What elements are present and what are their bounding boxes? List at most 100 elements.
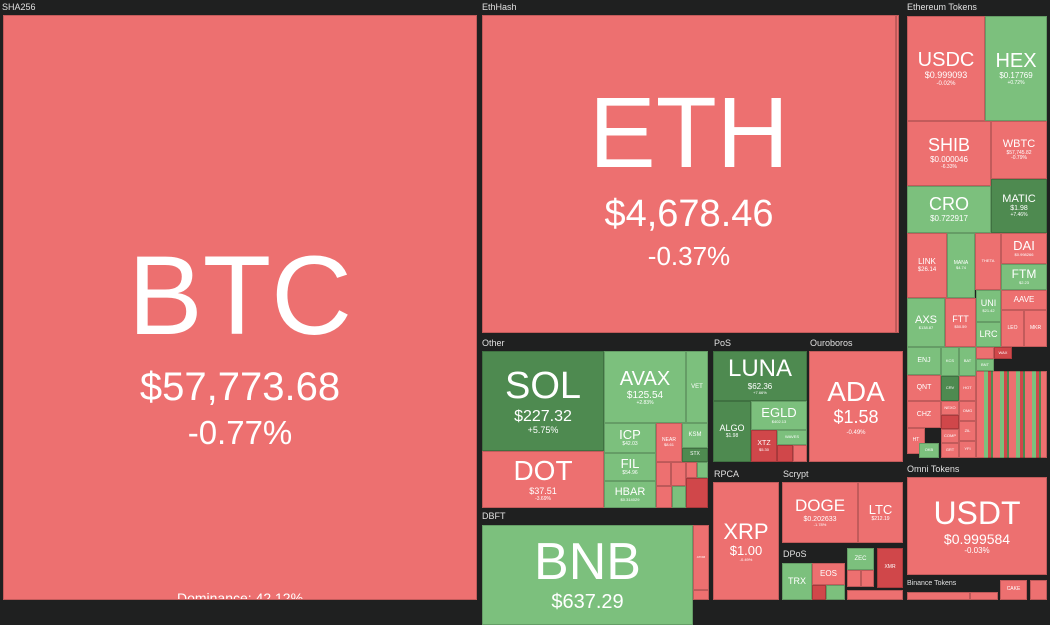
price: $5.30: [758, 446, 769, 452]
tile-dai[interactable]: DAI $0.998266: [1001, 233, 1047, 264]
tile-luna[interactable]: LUNA $62.36 +7.66%: [713, 351, 807, 401]
tile-wax[interactable]: WAX: [994, 347, 1012, 359]
tile-small[interactable]: [697, 462, 708, 478]
symbol: ATOM: [696, 554, 706, 559]
tile-small[interactable]: [656, 462, 671, 486]
group-rpca: RPCA: [714, 469, 740, 479]
change: -0.49%: [846, 429, 866, 436]
change: +5.75%: [527, 424, 559, 435]
tile-lrc[interactable]: LRC: [976, 322, 1001, 347]
tile-small[interactable]: [970, 592, 998, 600]
tile-small[interactable]: [826, 585, 845, 600]
tile-small[interactable]: [656, 486, 672, 508]
tile-eos[interactable]: EOS: [812, 563, 845, 585]
tile-waves[interactable]: WAVES: [777, 430, 807, 445]
tile-small[interactable]: [671, 462, 686, 486]
tile-small[interactable]: [812, 585, 826, 600]
price: $227.32: [514, 408, 572, 426]
tile-small[interactable]: [847, 590, 903, 600]
tile-xmr[interactable]: XMR: [877, 548, 903, 588]
group-sha256: SHA256: [2, 2, 36, 12]
tile-mana[interactable]: MANA $4.74: [947, 233, 975, 298]
tile-comp[interactable]: COMP: [941, 429, 959, 443]
tile-sol[interactable]: SOL $227.32 +5.75%: [482, 351, 604, 451]
tile-icp[interactable]: ICP $42.03: [604, 423, 656, 453]
tile-xtz[interactable]: XTZ $5.30: [751, 430, 777, 462]
tile-near[interactable]: NEAR $8.61: [656, 423, 682, 462]
tile-hot[interactable]: HOT: [959, 376, 976, 401]
price: $0.722917: [930, 214, 968, 223]
tile-uni[interactable]: UNI $21.42: [976, 290, 1001, 322]
tile-matic[interactable]: MATIC $1.98 +7.46%: [991, 179, 1047, 233]
group-ethereum-tokens: Ethereum Tokens: [907, 2, 977, 12]
tile-small[interactable]: [777, 445, 793, 462]
tile-omg[interactable]: OMG: [959, 401, 976, 421]
tile-wbtc[interactable]: WBTC $57,745.82 -0.79%: [991, 121, 1047, 179]
tile-chz[interactable]: CHZ: [907, 401, 941, 428]
tile-cro[interactable]: CRO $0.722917: [907, 186, 991, 233]
tile-enj[interactable]: ENJ: [907, 347, 941, 375]
tile-ftm[interactable]: FTM $2.23: [1001, 264, 1047, 290]
tile-bnb[interactable]: BNB $637.29: [482, 525, 693, 625]
tile-small[interactable]: [907, 592, 970, 600]
tile-small[interactable]: [793, 445, 807, 462]
tile-eth[interactable]: ETH $4,678.46 -0.37%: [482, 15, 896, 333]
tile-small[interactable]: [896, 15, 899, 333]
tile-axs[interactable]: AXS $138.87: [907, 298, 945, 347]
tile-small[interactable]: [847, 570, 861, 587]
tile-bat[interactable]: BAT: [959, 347, 976, 376]
symbol: XMR: [884, 564, 896, 571]
tile-doge[interactable]: DOGE $0.202633 -1.78%: [782, 482, 858, 543]
tile-small[interactable]: [686, 478, 708, 508]
price: $50.59: [954, 324, 967, 330]
tile-zec[interactable]: ZEC: [847, 548, 874, 570]
tile-btc[interactable]: BTC $57,773.68 -0.77% Dominance: 42.12%: [3, 15, 477, 600]
tile-small[interactable]: [686, 462, 697, 478]
tile-small[interactable]: [861, 570, 874, 587]
tile-ftt[interactable]: FTT $50.59: [945, 298, 976, 347]
tile-ltc[interactable]: LTC $212.19: [858, 482, 903, 543]
tile-okb[interactable]: OKB: [919, 443, 939, 458]
tile-small[interactable]: [976, 347, 994, 359]
tile-cake[interactable]: CAKE: [1000, 580, 1027, 600]
tile-vet[interactable]: VET: [686, 351, 708, 423]
price: $0.314029: [620, 497, 640, 503]
tile-qnt[interactable]: QNT: [907, 375, 941, 401]
symbol: SHIB: [927, 135, 970, 156]
tile-ksm[interactable]: KSM: [682, 423, 708, 448]
tile-link[interactable]: LINK $26.14: [907, 233, 947, 298]
symbol: STX: [690, 451, 700, 458]
tile-mkr[interactable]: MKR: [1024, 310, 1047, 347]
tile-ada[interactable]: ADA $1.58 -0.49%: [809, 351, 903, 462]
tile-kcs[interactable]: KCS: [941, 347, 959, 376]
tile-theta[interactable]: THETA: [975, 233, 1001, 290]
tile-atom[interactable]: ATOM: [693, 525, 709, 590]
tile-shib[interactable]: SHIB $0.000046 -6.33%: [907, 121, 991, 186]
tile-fil[interactable]: FIL $54.96: [604, 453, 656, 481]
symbol: THETA: [981, 258, 995, 264]
tile-grt[interactable]: GRT: [941, 443, 959, 458]
tile-zil[interactable]: ZIL: [959, 421, 976, 441]
tile-usdt[interactable]: USDT $0.999584 -0.03%: [907, 477, 1047, 575]
tile-small[interactable]: [672, 486, 686, 508]
tile-usdc[interactable]: USDC $0.999093 -0.02%: [907, 16, 985, 121]
tile-hex[interactable]: HEX $0.17769 +0.72%: [985, 16, 1047, 121]
tile-crv[interactable]: CRV: [941, 376, 959, 401]
tile-egld[interactable]: EGLD $402.13: [751, 401, 807, 430]
tile-algo[interactable]: ALGO $1.98: [713, 401, 751, 462]
tile-avax[interactable]: AVAX $125.54 +2.83%: [604, 351, 686, 423]
tile-yfi[interactable]: YFI: [959, 441, 976, 458]
tile-leo[interactable]: LEO: [1001, 310, 1024, 347]
tile-dot[interactable]: DOT $37.51 -3.69%: [482, 451, 604, 508]
tile-stx[interactable]: STX: [682, 448, 708, 462]
tile-small[interactable]: [941, 415, 959, 429]
tile-small[interactable]: [1030, 580, 1047, 600]
tile-trx[interactable]: TRX: [782, 563, 812, 600]
tile-nexo[interactable]: NEXO: [941, 401, 959, 415]
tile-bnt[interactable]: BNT: [976, 359, 994, 371]
tile-small[interactable]: [693, 590, 709, 600]
tile-small[interactable]: [976, 371, 1047, 458]
tile-hbar[interactable]: HBAR $0.314029: [604, 481, 656, 508]
tile-xrp[interactable]: XRP $1.00 -0.49%: [713, 482, 779, 600]
tile-aave[interactable]: AAVE: [1001, 290, 1047, 310]
